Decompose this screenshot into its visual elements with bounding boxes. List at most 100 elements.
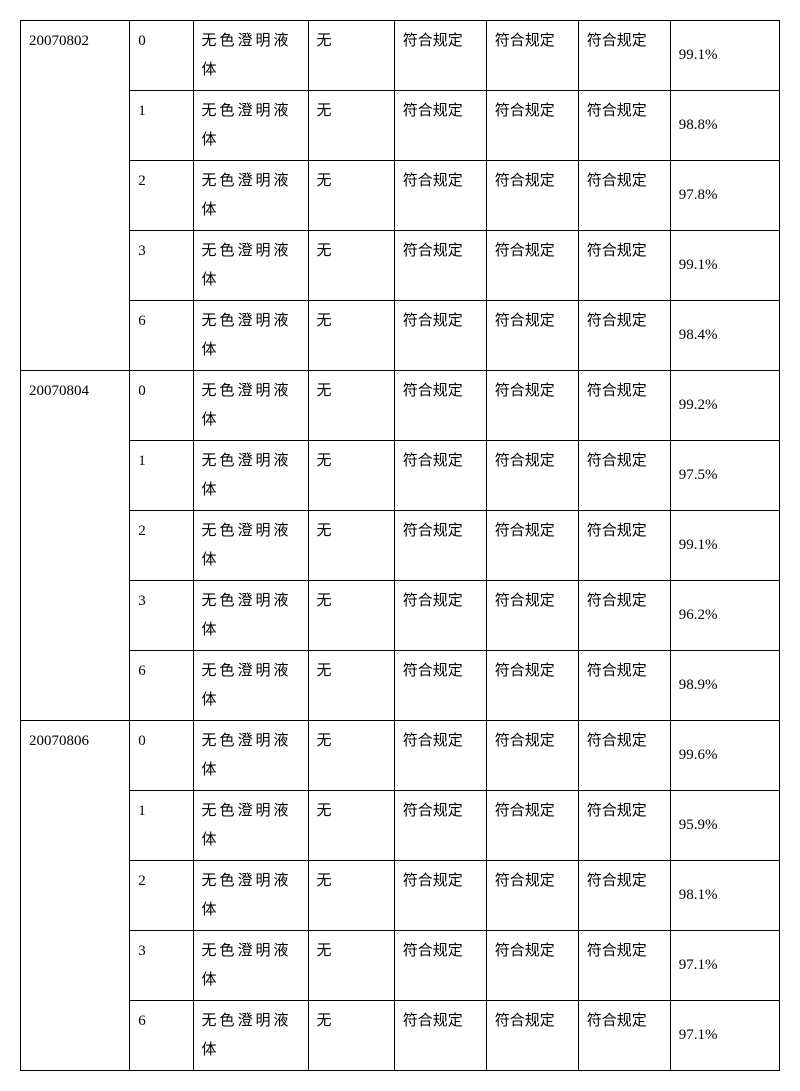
- pct-cell: 97.8%: [670, 161, 779, 231]
- c5-cell: 符合规定: [486, 861, 578, 931]
- c3-cell: 无: [308, 1001, 394, 1071]
- table-row: 3无色澄明液体无符合规定符合规定符合规定97.1%: [21, 931, 780, 1001]
- c6-cell: 符合规定: [578, 1001, 670, 1071]
- c5-cell: 符合规定: [486, 1001, 578, 1071]
- desc-cell: 无色澄明液体: [193, 371, 308, 441]
- desc-cell: 无色澄明液体: [193, 581, 308, 651]
- desc-cell: 无色澄明液体: [193, 791, 308, 861]
- table-row: 200708020无色澄明液体无符合规定符合规定符合规定99.1%: [21, 21, 780, 91]
- num-cell: 2: [130, 161, 193, 231]
- num-cell: 1: [130, 91, 193, 161]
- desc-cell: 无色澄明液体: [193, 651, 308, 721]
- table-row: 1无色澄明液体无符合规定符合规定符合规定95.9%: [21, 791, 780, 861]
- desc-cell: 无色澄明液体: [193, 91, 308, 161]
- num-cell: 6: [130, 651, 193, 721]
- c6-cell: 符合规定: [578, 91, 670, 161]
- data-table: 200708020无色澄明液体无符合规定符合规定符合规定99.1%1无色澄明液体…: [20, 20, 780, 1071]
- group-id-cell: 20070802: [21, 21, 130, 371]
- desc-cell: 无色澄明液体: [193, 511, 308, 581]
- pct-cell: 97.1%: [670, 1001, 779, 1071]
- c3-cell: 无: [308, 581, 394, 651]
- pct-cell: 99.2%: [670, 371, 779, 441]
- pct-cell: 98.8%: [670, 91, 779, 161]
- c5-cell: 符合规定: [486, 791, 578, 861]
- num-cell: 6: [130, 1001, 193, 1071]
- pct-cell: 99.1%: [670, 21, 779, 91]
- table-row: 200708040无色澄明液体无符合规定符合规定符合规定99.2%: [21, 371, 780, 441]
- pct-cell: 99.6%: [670, 721, 779, 791]
- pct-cell: 98.4%: [670, 301, 779, 371]
- table-row: 3无色澄明液体无符合规定符合规定符合规定99.1%: [21, 231, 780, 301]
- pct-cell: 98.1%: [670, 861, 779, 931]
- c6-cell: 符合规定: [578, 651, 670, 721]
- c3-cell: 无: [308, 231, 394, 301]
- pct-cell: 97.5%: [670, 441, 779, 511]
- desc-cell: 无色澄明液体: [193, 441, 308, 511]
- pct-cell: 98.9%: [670, 651, 779, 721]
- c5-cell: 符合规定: [486, 161, 578, 231]
- c4-cell: 符合规定: [394, 651, 486, 721]
- c3-cell: 无: [308, 301, 394, 371]
- c3-cell: 无: [308, 861, 394, 931]
- table-row: 2无色澄明液体无符合规定符合规定符合规定98.1%: [21, 861, 780, 931]
- c6-cell: 符合规定: [578, 721, 670, 791]
- num-cell: 1: [130, 441, 193, 511]
- c6-cell: 符合规定: [578, 441, 670, 511]
- table-row: 1无色澄明液体无符合规定符合规定符合规定97.5%: [21, 441, 780, 511]
- c3-cell: 无: [308, 441, 394, 511]
- c4-cell: 符合规定: [394, 301, 486, 371]
- num-cell: 0: [130, 371, 193, 441]
- c6-cell: 符合规定: [578, 301, 670, 371]
- c5-cell: 符合规定: [486, 581, 578, 651]
- c4-cell: 符合规定: [394, 1001, 486, 1071]
- table-row: 1无色澄明液体无符合规定符合规定符合规定98.8%: [21, 91, 780, 161]
- c3-cell: 无: [308, 931, 394, 1001]
- c6-cell: 符合规定: [578, 581, 670, 651]
- c6-cell: 符合规定: [578, 511, 670, 581]
- desc-cell: 无色澄明液体: [193, 861, 308, 931]
- num-cell: 2: [130, 511, 193, 581]
- c4-cell: 符合规定: [394, 511, 486, 581]
- c4-cell: 符合规定: [394, 371, 486, 441]
- c4-cell: 符合规定: [394, 21, 486, 91]
- table-row: 200708060无色澄明液体无符合规定符合规定符合规定99.6%: [21, 721, 780, 791]
- pct-cell: 96.2%: [670, 581, 779, 651]
- c3-cell: 无: [308, 721, 394, 791]
- c6-cell: 符合规定: [578, 791, 670, 861]
- desc-cell: 无色澄明液体: [193, 721, 308, 791]
- desc-cell: 无色澄明液体: [193, 231, 308, 301]
- num-cell: 2: [130, 861, 193, 931]
- desc-cell: 无色澄明液体: [193, 1001, 308, 1071]
- c3-cell: 无: [308, 371, 394, 441]
- c5-cell: 符合规定: [486, 511, 578, 581]
- table-row: 6无色澄明液体无符合规定符合规定符合规定98.4%: [21, 301, 780, 371]
- pct-cell: 97.1%: [670, 931, 779, 1001]
- c4-cell: 符合规定: [394, 161, 486, 231]
- c6-cell: 符合规定: [578, 21, 670, 91]
- c4-cell: 符合规定: [394, 581, 486, 651]
- desc-cell: 无色澄明液体: [193, 931, 308, 1001]
- group-id-cell: 20070804: [21, 371, 130, 721]
- c5-cell: 符合规定: [486, 91, 578, 161]
- c3-cell: 无: [308, 791, 394, 861]
- pct-cell: 99.1%: [670, 231, 779, 301]
- c4-cell: 符合规定: [394, 861, 486, 931]
- c6-cell: 符合规定: [578, 931, 670, 1001]
- c4-cell: 符合规定: [394, 91, 486, 161]
- table-row: 2无色澄明液体无符合规定符合规定符合规定99.1%: [21, 511, 780, 581]
- c3-cell: 无: [308, 91, 394, 161]
- desc-cell: 无色澄明液体: [193, 161, 308, 231]
- pct-cell: 99.1%: [670, 511, 779, 581]
- num-cell: 3: [130, 231, 193, 301]
- table-row: 2无色澄明液体无符合规定符合规定符合规定97.8%: [21, 161, 780, 231]
- c5-cell: 符合规定: [486, 371, 578, 441]
- num-cell: 0: [130, 721, 193, 791]
- num-cell: 3: [130, 931, 193, 1001]
- c6-cell: 符合规定: [578, 231, 670, 301]
- c5-cell: 符合规定: [486, 931, 578, 1001]
- c6-cell: 符合规定: [578, 861, 670, 931]
- c6-cell: 符合规定: [578, 371, 670, 441]
- c3-cell: 无: [308, 21, 394, 91]
- group-id-cell: 20070806: [21, 721, 130, 1071]
- c5-cell: 符合规定: [486, 651, 578, 721]
